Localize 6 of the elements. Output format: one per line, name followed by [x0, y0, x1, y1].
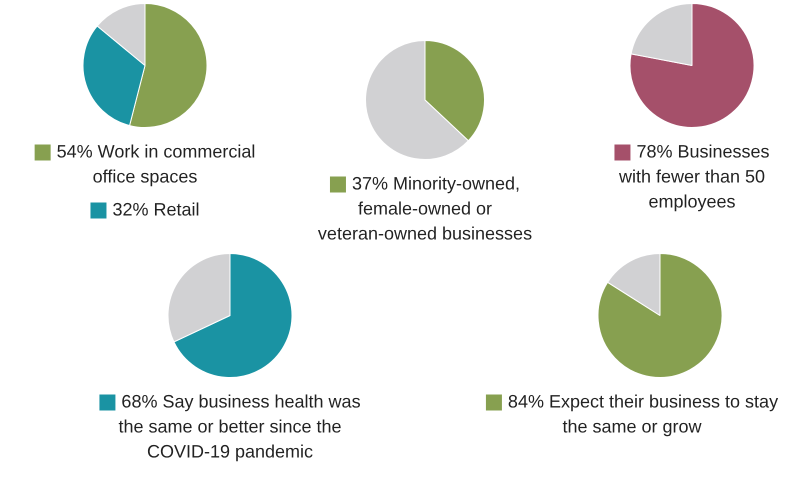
legend-label: 37% Minority-owned, female-owned or veteran-owned businesses: [318, 173, 532, 244]
legend-label: 84% Expect their business to stay the same or grow: [508, 391, 778, 436]
legend-label: 68% Say business health was the same or better since the COVID-19 pandemic: [118, 391, 361, 462]
legend-label: 32% Retail: [112, 199, 200, 220]
legend-label: 78% Businesses with fewer than 50 employees: [618, 141, 770, 212]
legend-label: 54% Work in commercial office spaces: [56, 141, 256, 186]
